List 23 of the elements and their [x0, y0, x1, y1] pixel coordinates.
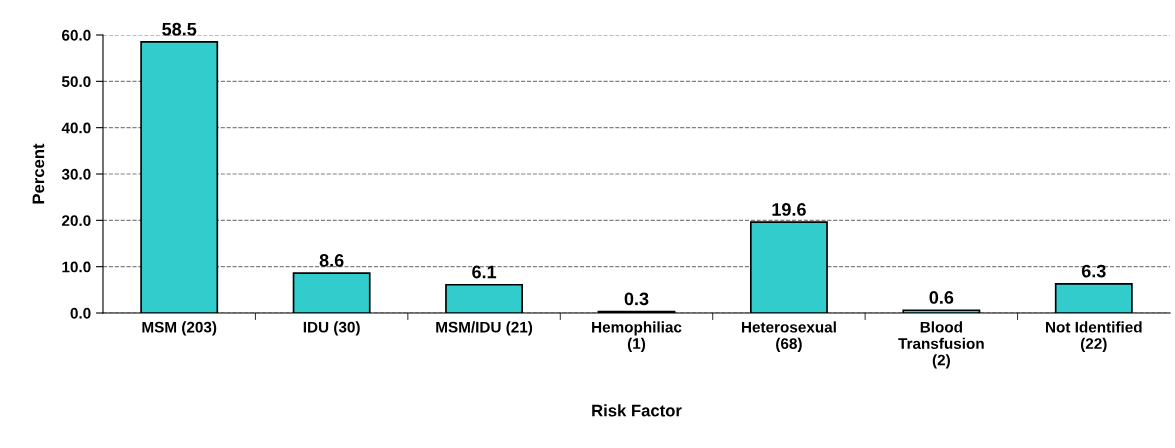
y-tick-label: 0.0 [70, 307, 91, 319]
x-tick-label: Not Identified (22) [1046, 321, 1142, 353]
x-axis-title: Risk Factor [592, 404, 682, 417]
x-tick-label: Hemophiliac (1) [592, 321, 682, 353]
data-label: 6.1 [472, 265, 497, 279]
x-tick-label: Heterosexual (68) [741, 321, 836, 353]
y-tick-label: 50.0 [61, 76, 91, 88]
y-tick-label: 40.0 [61, 122, 91, 134]
y-tick-label: 20.0 [61, 215, 91, 227]
y-axis-title: Percent [32, 143, 45, 204]
y-tick-label: 10.0 [62, 261, 91, 273]
data-label: 0.6 [929, 291, 954, 304]
x-tick-label: IDU (30) [303, 321, 360, 336]
data-label: 6.3 [1081, 264, 1106, 278]
data-label: 19.6 [772, 203, 806, 216]
x-tick-label: MSM (203) [142, 321, 217, 336]
data-label: 58.5 [162, 22, 197, 36]
data-label: 0.3 [624, 292, 649, 306]
x-tick-label: Blood Transfusion (2) [898, 321, 984, 369]
y-tick-label: 60.0 [62, 29, 91, 41]
y-tick-label: 30.0 [61, 168, 91, 180]
data-label: 8.6 [319, 254, 344, 267]
x-tick-label: MSM/IDU (21) [436, 321, 533, 336]
